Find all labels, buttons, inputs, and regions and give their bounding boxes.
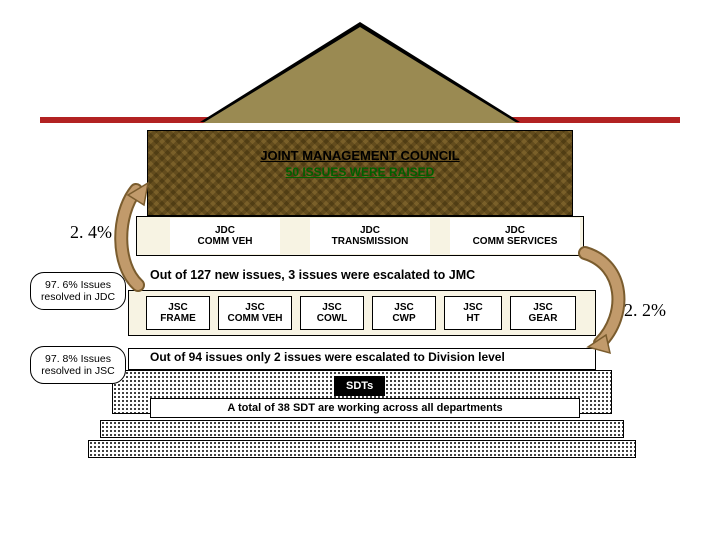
roof-fill	[203, 27, 517, 123]
note-row1-escalation: Out of 127 new issues, 3 issues were esc…	[150, 268, 590, 282]
sdt-caption: A total of 38 SDT are working across all…	[227, 402, 502, 414]
title-line-2: 50 ISSUES WERE RAISED	[228, 165, 492, 179]
title-line-1: JOINT MANAGEMENT COUNCIL	[228, 148, 492, 163]
cell-jsc-cowl: JSC COWL	[300, 296, 364, 330]
cell-jdc-transmission: JDC TRANSMISSION	[310, 218, 430, 254]
title-band: JOINT MANAGEMENT COUNCIL 50 ISSUES WERE …	[228, 148, 492, 190]
base-dotted-2	[100, 420, 624, 438]
sdt-label: SDTs	[334, 376, 385, 396]
cell-jsc-frame: JSC FRAME	[146, 296, 210, 330]
note-row2-escalation: Out of 94 issues only 2 issues were esca…	[150, 350, 505, 364]
base-dotted-3	[88, 440, 636, 458]
percent-left: 2. 4%	[70, 222, 112, 243]
cell-jsc-commveh: JSC COMM VEH	[218, 296, 292, 330]
cell-jsc-ht: JSC HT	[444, 296, 502, 330]
sdt-caption-band: A total of 38 SDT are working across all…	[150, 398, 580, 418]
cell-jsc-cwp: JSC CWP	[372, 296, 436, 330]
diagram-stage: JOINT MANAGEMENT COUNCIL 50 ISSUES WERE …	[0, 0, 720, 540]
callout-jsc-resolved: 97. 8% Issues resolved in JSC	[30, 346, 126, 384]
arrow-right-icon	[570, 245, 640, 355]
cell-jsc-gear: JSC GEAR	[510, 296, 576, 330]
cell-jdc-commveh: JDC COMM VEH	[170, 218, 280, 254]
cell-jdc-commservices: JDC COMM SERVICES	[450, 218, 580, 254]
arrow-left-icon	[108, 175, 168, 295]
